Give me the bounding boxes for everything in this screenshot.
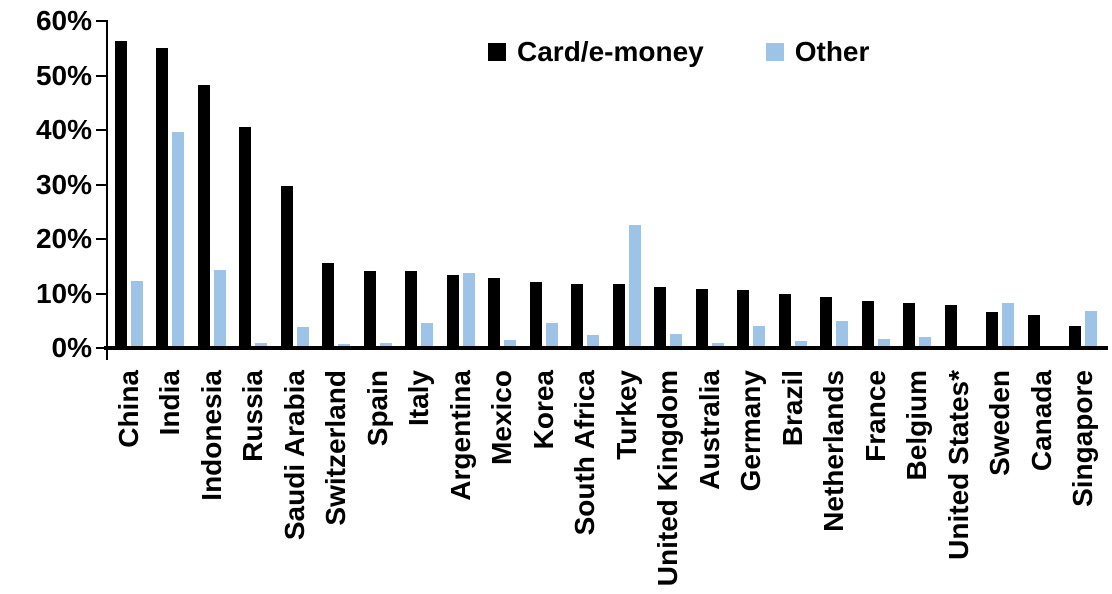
y-axis-label-10: 10%	[35, 277, 92, 309]
y-axis-line	[106, 20, 108, 360]
legend-label-card-e-money: Card/e-money	[517, 36, 704, 67]
legend-item-other: Other	[765, 36, 870, 67]
x-axis-label-brazil: Brazil	[776, 370, 808, 447]
x-axis-label-south-africa: South Africa	[569, 370, 601, 536]
bar-card-e-money-australia	[695, 288, 708, 348]
bar-card-e-money-korea	[529, 281, 542, 348]
x-axis-label-france: France	[859, 370, 891, 462]
bar-other-sweden	[1002, 303, 1015, 348]
y-axis-label-0: 0%	[51, 332, 92, 363]
bar-card-e-money-argentina	[446, 274, 459, 348]
bar-card-e-money-china	[114, 41, 127, 348]
bar-other-china	[130, 280, 143, 348]
x-axis-label-united-states: United States*	[942, 370, 974, 560]
x-axis-label-netherlands: Netherlands	[818, 370, 850, 532]
bar-other-singapore	[1085, 311, 1098, 348]
x-axis-label-belgium: Belgium	[901, 370, 933, 481]
bar-card-e-money-united-kingdom	[654, 286, 667, 348]
bar-other-netherlands	[836, 321, 849, 348]
y-axis-label-40: 40%	[35, 114, 92, 145]
bar-other-indonesia	[213, 269, 226, 348]
x-axis-label-sweden: Sweden	[984, 370, 1016, 476]
x-axis-label-australia: Australia	[693, 370, 725, 490]
y-axis-tick-10	[96, 292, 107, 295]
y-axis-label-50: 50%	[35, 59, 92, 91]
bar-card-e-money-south-africa	[571, 283, 584, 348]
bar-other-spain	[379, 343, 392, 348]
legend-item-card-e-money: Card/e-money	[488, 38, 704, 66]
y-axis-tick-60	[96, 20, 107, 22]
card-e-money-swatch-icon	[488, 43, 506, 61]
bar-other-australia	[711, 342, 724, 348]
x-axis-label-germany: Germany	[735, 370, 767, 492]
y-axis-tick-0	[96, 347, 107, 349]
bar-card-e-money-belgium	[903, 303, 916, 348]
legend-label-other: Other	[794, 36, 870, 67]
bar-card-e-money-switzerland	[322, 262, 335, 348]
x-axis-label-russia: Russia	[237, 370, 269, 462]
other-swatch-icon	[765, 43, 784, 61]
bar-other-korea	[545, 322, 558, 348]
chart-legend: Card/e-money Other	[488, 38, 869, 66]
x-axis-label-italy: Italy	[403, 370, 435, 427]
bar-other-mexico	[504, 340, 517, 348]
x-axis-label-indonesia: Indonesia	[195, 370, 227, 501]
y-axis-tick-50	[96, 74, 107, 77]
y-axis-label-20: 20%	[35, 223, 92, 254]
x-axis-label-switzerland: Switzerland	[320, 370, 352, 526]
bar-card-e-money-india	[156, 48, 169, 348]
x-axis-label-united-kingdom: United Kingdom	[652, 370, 684, 587]
bar-card-e-money-mexico	[488, 277, 501, 348]
y-axis-tick-20	[96, 238, 107, 240]
x-axis-label-spain: Spain	[361, 370, 393, 447]
bar-other-argentina	[462, 272, 475, 348]
bar-card-e-money-brazil	[778, 293, 791, 348]
x-axis-label-china: China	[112, 370, 144, 448]
bar-card-e-money-germany	[737, 290, 750, 348]
bar-card-e-money-spain	[363, 270, 376, 348]
bar-card-e-money-france	[861, 300, 874, 348]
bar-card-e-money-united-states	[944, 304, 957, 348]
y-axis-label-60: 60%	[35, 5, 92, 36]
bar-other-germany	[753, 325, 766, 348]
bar-other-united-kingdom	[670, 334, 683, 348]
bar-card-e-money-russia	[239, 127, 252, 348]
bar-card-e-money-indonesia	[197, 84, 210, 348]
bar-other-saudi-arabia	[296, 327, 309, 348]
y-axis-tick-40	[96, 129, 107, 131]
y-axis-label-30: 30%	[35, 168, 92, 200]
bar-card-e-money-netherlands	[820, 297, 833, 348]
bar-other-brazil	[794, 340, 807, 348]
x-axis-label-argentina: Argentina	[444, 370, 476, 501]
bar-other-belgium	[919, 336, 932, 348]
bar-card-e-money-saudi-arabia	[280, 185, 293, 348]
bar-card-e-money-turkey	[612, 284, 625, 348]
bar-other-france	[877, 339, 890, 348]
bar-card-e-money-italy	[405, 271, 418, 348]
bar-other-italy	[421, 322, 434, 348]
x-axis-label-india: India	[154, 370, 186, 436]
x-axis-label-singapore: Singapore	[1067, 370, 1099, 507]
x-axis-label-turkey: Turkey	[610, 370, 642, 460]
bar-card-e-money-canada	[1027, 315, 1040, 348]
bar-card-e-money-sweden	[986, 312, 999, 348]
bar-other-india	[172, 131, 185, 348]
bar-other-russia	[255, 342, 268, 348]
x-axis-label-canada: Canada	[1025, 370, 1057, 472]
bar-other-south-africa	[587, 334, 600, 348]
x-axis-label-mexico: Mexico	[486, 370, 518, 465]
bar-card-e-money-singapore	[1069, 326, 1082, 348]
x-axis-label-korea: Korea	[527, 370, 559, 450]
y-axis-tick-30	[96, 183, 107, 186]
bar-other-turkey	[628, 224, 641, 348]
x-axis-line	[104, 346, 1108, 350]
x-axis-label-saudi-arabia: Saudi Arabia	[278, 370, 310, 541]
